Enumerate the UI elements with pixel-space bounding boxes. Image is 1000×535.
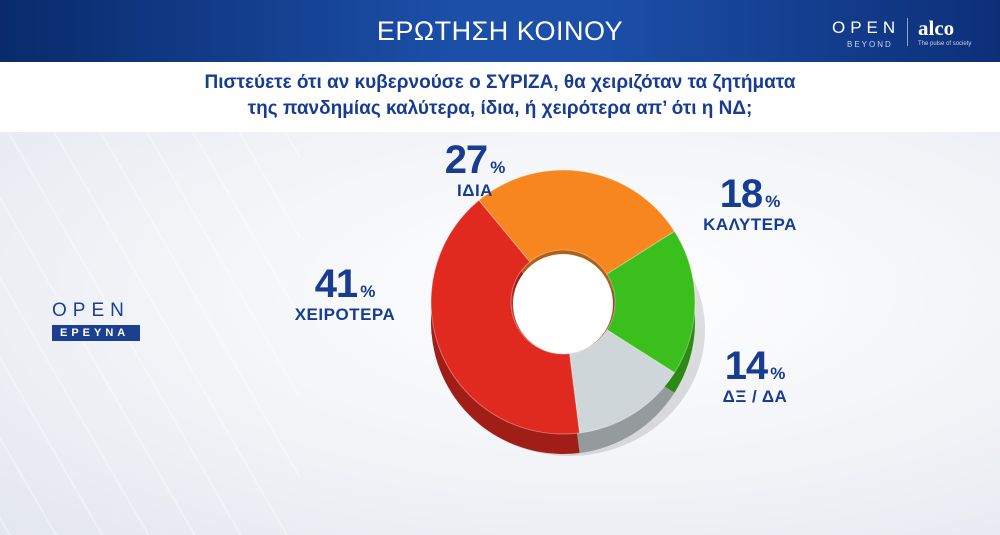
slice-category-better: ΚΑΛΥΤΕΡΑ: [703, 215, 797, 234]
slice-label-better: 18% ΚΑΛΥΤΕΡΑ: [690, 172, 810, 235]
donut-chart: [430, 169, 705, 456]
donut-slice-worse: [430, 199, 581, 435]
header-bar: [0, 0, 1000, 62]
slice-category-worse: ΧΕΙΡΟΤΕΡΑ: [294, 305, 396, 324]
chart-area: OPEN ΕΡΕΥΝΑ 27% ΙΔΙΑ 18% ΚΑΛΥΤΕΡΑ 14% ΔΞ…: [0, 132, 1000, 535]
slice-unit-better: %: [765, 192, 781, 211]
donut-hole: [513, 254, 613, 354]
question-line-2: της πανδημίας καλύτερα, ίδια, ή χειρότερ…: [247, 98, 753, 119]
slice-unit-same: %: [490, 158, 506, 177]
open-ereuna-logo: OPEN ΕΡΕΥΝΑ: [52, 300, 140, 341]
alco-tagline: The pulse of society: [918, 41, 972, 47]
open-ereuna-logo-ereuna: ΕΡΕΥΝΑ: [52, 325, 140, 341]
slice-value-same: 27: [444, 138, 488, 182]
donut-slice-dk-na: [568, 329, 676, 434]
slice-value-worse: 41: [314, 262, 358, 306]
slice-unit-worse: %: [360, 282, 376, 301]
open-ereuna-logo-open: OPEN: [52, 300, 130, 321]
slice-category-dk-na: ΔΞ / ΔΑ: [722, 387, 788, 406]
alco-logo: alco: [918, 16, 955, 40]
brand-divider: [907, 18, 908, 46]
slice-category-same: ΙΔΙΑ: [457, 181, 493, 200]
question-band: Πιστεύετε ότι αν κυβερνούσε ο ΣΥΡΙΖΑ, θα…: [0, 62, 1000, 132]
slice-value-dk-na: 14: [724, 344, 768, 388]
slice-label-dk-na: 14% ΔΞ / ΔΑ: [700, 344, 810, 407]
question-line-1: Πιστεύετε ότι αν κυβερνούσε ο ΣΥΡΙΖΑ, θα…: [204, 72, 796, 93]
donut-slice-better: [606, 230, 696, 374]
slice-value-better: 18: [719, 172, 763, 216]
slice-label-worse: 41% ΧΕΙΡΟΤΕΡΑ: [280, 262, 410, 325]
slice-label-same: 27% ΙΔΙΑ: [425, 138, 525, 201]
slice-unit-dk-na: %: [770, 364, 786, 383]
open-beyond-logo: OPEN: [832, 18, 901, 37]
page-title: ΕΡΩΤΗΣΗ ΚΟΙΝΟΥ: [376, 16, 624, 46]
open-beyond-tagline: BEYOND: [847, 40, 893, 49]
donut-slice-same: [478, 169, 676, 275]
